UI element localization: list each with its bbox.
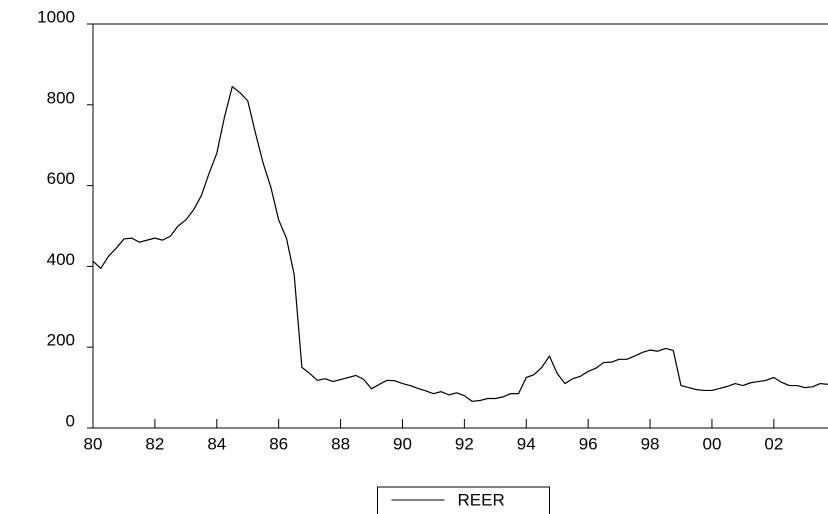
- x-tick-label: 86: [269, 434, 288, 453]
- x-tick-label: 98: [641, 434, 660, 453]
- x-tick-label: 00: [702, 434, 721, 453]
- x-tick-label: 82: [145, 434, 164, 453]
- y-tick-label: 800: [47, 88, 75, 107]
- x-tick-label: 92: [455, 434, 474, 453]
- legend: REER: [377, 486, 550, 514]
- x-tick-label: 88: [331, 434, 350, 453]
- legend-label: REER: [458, 490, 505, 509]
- x-tick-label: 84: [207, 434, 226, 453]
- x-tick-label: 80: [84, 434, 103, 453]
- y-tick-label: 600: [47, 169, 75, 188]
- x-tick-label: 96: [579, 434, 598, 453]
- y-tick-label: 0: [66, 411, 75, 430]
- data-line: [92, 86, 828, 402]
- x-tick-label: 94: [517, 434, 536, 453]
- y-tick-label: 200: [47, 331, 75, 350]
- x-tick-label: 02: [764, 434, 783, 453]
- y-tick-label: 1000: [37, 7, 75, 26]
- y-tick-label: 400: [47, 250, 75, 269]
- x-tick-label: 90: [393, 434, 412, 453]
